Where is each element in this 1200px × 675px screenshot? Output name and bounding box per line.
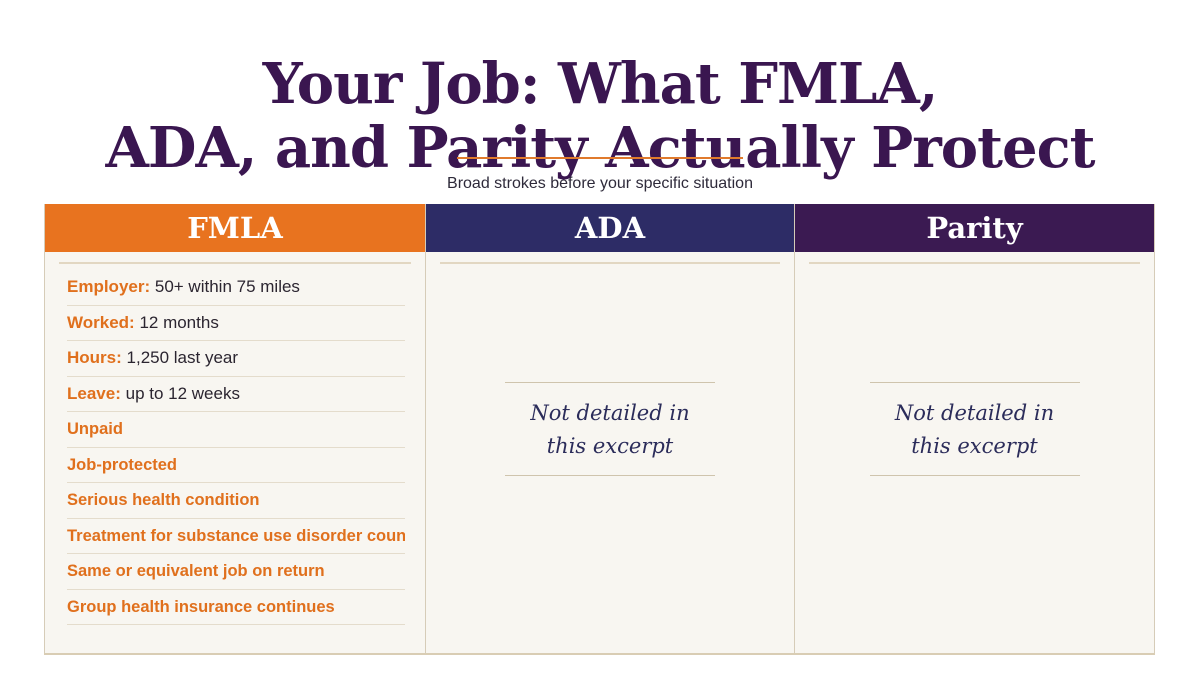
fmla-item: Treatment for substance use disorder cou… — [67, 519, 405, 554]
parity-header: Parity — [795, 204, 1154, 252]
fmla-item: Leave: up to 12 weeks — [67, 377, 405, 412]
fmla-item-label: Leave: — [67, 383, 121, 403]
fmla-item-label: Serious health condition — [67, 491, 260, 509]
ada-header: ADA — [426, 204, 794, 252]
ada-note: Not detailed in this excerpt — [505, 381, 715, 476]
ada-header-rule — [440, 262, 780, 264]
fmla-item-label: Same or equivalent job on return — [67, 562, 325, 580]
fmla-item-value: 50+ within 75 miles — [154, 277, 300, 296]
fmla-item-label: Treatment for substance use disorder cou… — [67, 526, 405, 545]
ada-note-wrap: Not detailed in this excerpt — [426, 264, 794, 653]
parity-note-wrap: Not detailed in this excerpt — [795, 264, 1154, 653]
fmla-item-list: Employer: 50+ within 75 miles Worked: 12 … — [45, 264, 425, 625]
fmla-item-label: Group health insurance continues — [67, 597, 335, 616]
fmla-item: Hours: 1,250 last year — [67, 341, 405, 377]
fmla-item-value: 12 months — [139, 312, 219, 332]
fmla-item: Job-protected — [67, 448, 405, 483]
fmla-item: Employer: 50+ within 75 miles — [67, 270, 405, 306]
parity-note-line-1: Not detailed in — [894, 400, 1055, 425]
fmla-item-label: Unpaid — [67, 420, 123, 438]
parity-note: Not detailed in this excerpt — [869, 381, 1080, 476]
parity-header-rule — [809, 262, 1140, 264]
fmla-column: FMLA Employer: 50+ within 75 miles Worked… — [44, 204, 426, 653]
parity-column: Parity Not detailed in this excerpt — [795, 204, 1155, 653]
fmla-item-label: Hours: — [67, 348, 122, 367]
ada-note-line-1: Not detailed in — [530, 400, 690, 425]
parity-note-line-2: this excerpt — [911, 433, 1038, 458]
title-underline — [457, 157, 743, 159]
fmla-item: Serious health condition — [67, 483, 405, 519]
title-line-1: Your Job: What FMLA, — [262, 50, 939, 117]
subtitle: Broad strokes before your specific situa… — [447, 175, 753, 192]
ada-column: ADA Not detailed in this excerpt — [426, 204, 795, 653]
fmla-item: Worked: 12 months — [67, 306, 405, 341]
fmla-item: Unpaid — [67, 412, 405, 448]
fmla-item-value: up to 12 weeks — [125, 383, 240, 403]
page-title: Your Job: What FMLA, ADA, and Parity Act… — [0, 52, 1200, 180]
fmla-item-label: Worked: — [67, 312, 135, 332]
comparison-table: FMLA Employer: 50+ within 75 miles Worked… — [44, 204, 1155, 655]
fmla-header: FMLA — [45, 204, 425, 252]
fmla-item-value: 1,250 last year — [126, 348, 239, 367]
fmla-header-rule — [59, 262, 411, 264]
ada-note-line-2: this excerpt — [546, 433, 674, 458]
fmla-item: Group health insurance continues — [67, 590, 405, 625]
fmla-item: Same or equivalent job on return — [67, 554, 405, 590]
fmla-item-label: Employer: — [67, 277, 151, 296]
title-line-2: ADA, and Parity Actually Protect — [105, 114, 1095, 181]
fmla-item-label: Job-protected — [67, 455, 178, 474]
